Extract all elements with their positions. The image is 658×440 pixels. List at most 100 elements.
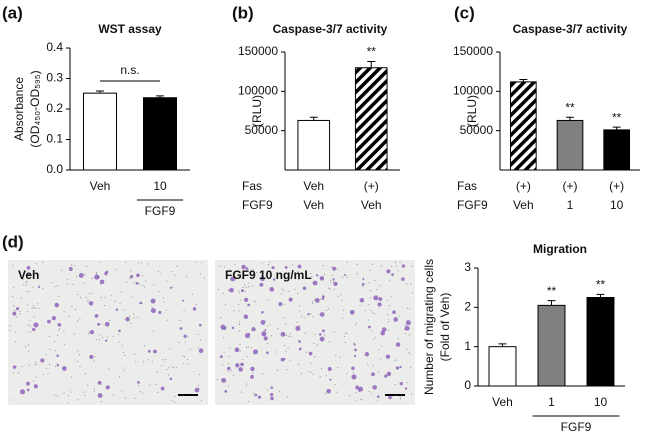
pore	[395, 261, 397, 263]
error-bar	[596, 293, 605, 298]
pore	[130, 270, 132, 272]
bar	[556, 119, 584, 171]
pore	[367, 303, 369, 305]
cell	[386, 371, 392, 377]
cell	[333, 281, 338, 287]
x-tick-label: Veh	[492, 395, 513, 409]
cell	[104, 272, 108, 276]
pore	[99, 334, 101, 336]
pore	[372, 312, 374, 314]
pore	[129, 278, 131, 280]
pore	[240, 391, 242, 393]
pore	[411, 265, 413, 267]
pore	[412, 292, 414, 294]
cell	[192, 307, 197, 311]
cell	[326, 388, 332, 394]
pore	[279, 390, 281, 392]
pore	[63, 330, 65, 332]
pore	[408, 352, 410, 354]
pore	[23, 284, 25, 286]
pore	[267, 276, 269, 278]
cell	[147, 349, 151, 353]
pore	[373, 338, 375, 340]
pore	[221, 378, 223, 380]
pore	[17, 372, 19, 374]
pore	[34, 307, 36, 309]
pore	[28, 344, 30, 346]
pore	[66, 283, 68, 285]
y-tick-label: 0.2	[46, 101, 63, 115]
error-bar	[367, 60, 376, 68]
bar	[297, 119, 331, 171]
pore	[390, 296, 392, 298]
y-tick-label: 0	[464, 378, 471, 392]
pore	[71, 264, 73, 266]
pore	[289, 333, 291, 335]
pore	[345, 333, 347, 335]
pore	[130, 322, 132, 324]
pore	[372, 365, 374, 367]
pore	[313, 299, 315, 301]
cell	[319, 276, 325, 281]
chart-title: Caspase-3/7 activity	[273, 22, 388, 36]
pore	[123, 351, 125, 353]
pore	[12, 296, 14, 298]
pore	[404, 329, 406, 331]
pore	[352, 371, 354, 373]
pore	[155, 383, 157, 385]
pore	[246, 346, 248, 348]
pore	[229, 347, 231, 349]
pore	[229, 355, 231, 357]
pore	[124, 354, 126, 356]
cell	[32, 327, 36, 332]
bar	[354, 67, 388, 171]
cell	[26, 388, 30, 392]
pore	[346, 261, 348, 263]
pore	[201, 262, 203, 264]
pore	[95, 272, 97, 274]
pore	[356, 263, 358, 265]
cell	[260, 320, 266, 325]
pore	[296, 321, 298, 323]
cell	[231, 326, 235, 330]
cell	[220, 324, 226, 330]
pore	[252, 285, 254, 287]
pore	[79, 365, 81, 367]
pore	[349, 394, 351, 396]
pore	[410, 393, 412, 395]
pore	[355, 392, 357, 394]
cell	[56, 354, 59, 357]
pore	[346, 332, 348, 334]
pore	[163, 300, 165, 302]
bar	[537, 304, 566, 387]
pore	[182, 355, 184, 357]
pore	[294, 288, 296, 290]
pore	[368, 391, 370, 393]
cell	[327, 366, 332, 371]
pore	[239, 299, 241, 301]
cell	[372, 385, 377, 390]
pore	[112, 335, 114, 337]
pore	[238, 303, 240, 305]
pore	[233, 310, 235, 312]
pore	[247, 282, 249, 284]
cell	[244, 297, 249, 302]
pore	[80, 296, 82, 298]
pore	[59, 328, 61, 330]
bar	[586, 297, 615, 387]
pore	[26, 284, 28, 286]
cell	[125, 317, 130, 322]
pore	[404, 324, 406, 326]
pore	[118, 334, 120, 336]
pore	[387, 329, 389, 331]
y-tick-label: 1	[464, 339, 471, 353]
pore	[55, 365, 57, 367]
pore	[84, 394, 86, 396]
pore	[262, 373, 264, 375]
cell	[118, 329, 121, 333]
cell	[54, 302, 60, 308]
pore	[135, 361, 137, 363]
y-tick-label: 150000	[238, 44, 278, 58]
pore	[216, 379, 218, 381]
cell	[263, 336, 268, 341]
